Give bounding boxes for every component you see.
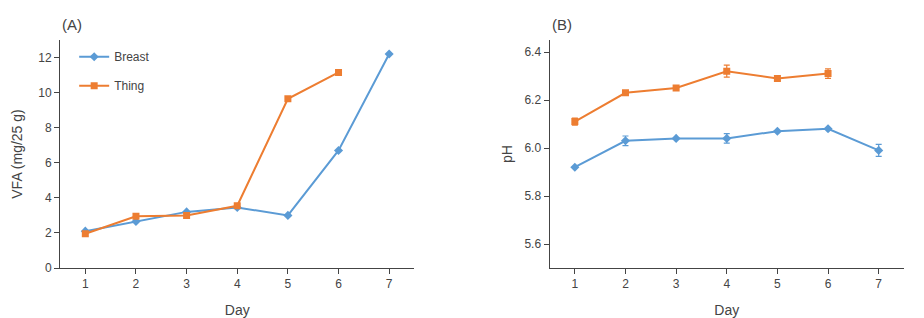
svg-text:5.6: 5.6: [524, 237, 541, 251]
svg-text:4: 4: [234, 277, 241, 291]
svg-text:6.2: 6.2: [524, 93, 541, 107]
svg-text:2: 2: [45, 226, 52, 240]
svg-text:8: 8: [45, 121, 52, 135]
svg-text:12: 12: [38, 51, 52, 65]
svg-text:6: 6: [335, 277, 342, 291]
svg-text:3: 3: [673, 277, 680, 291]
svg-text:4: 4: [723, 277, 730, 291]
svg-text:VFA (mg/25 g): VFA (mg/25 g): [9, 109, 25, 198]
svg-text:0: 0: [45, 261, 52, 275]
svg-text:7: 7: [386, 277, 393, 291]
svg-text:pH: pH: [499, 145, 515, 163]
svg-text:6: 6: [825, 277, 832, 291]
svg-text:Day: Day: [714, 302, 739, 318]
svg-text:5: 5: [285, 277, 292, 291]
svg-text:6: 6: [45, 156, 52, 170]
svg-text:10: 10: [38, 86, 52, 100]
svg-text:Day: Day: [225, 302, 250, 318]
svg-text:5.8: 5.8: [524, 189, 541, 203]
svg-text:6.0: 6.0: [524, 141, 541, 155]
svg-text:3: 3: [183, 277, 190, 291]
svg-text:4: 4: [45, 191, 52, 205]
svg-text:Thing: Thing: [114, 79, 144, 93]
svg-text:1: 1: [571, 277, 578, 291]
svg-text:7: 7: [875, 277, 882, 291]
svg-text:5: 5: [774, 277, 781, 291]
svg-text:(A): (A): [62, 16, 82, 33]
svg-text:(B): (B): [552, 16, 572, 33]
svg-text:2: 2: [133, 277, 140, 291]
svg-text:Breast: Breast: [114, 50, 149, 64]
svg-text:6.4: 6.4: [524, 45, 541, 59]
svg-text:2: 2: [622, 277, 629, 291]
svg-text:1: 1: [82, 277, 89, 291]
